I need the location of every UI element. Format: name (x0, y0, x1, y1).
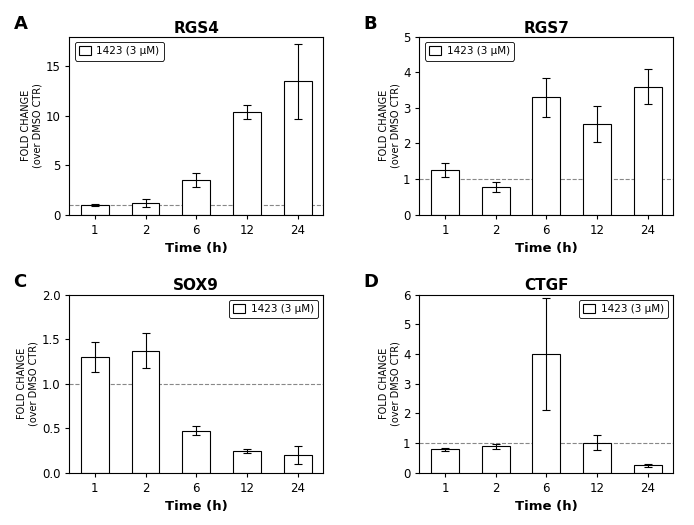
Y-axis label: FOLD CHANGE
(over DMSO CTR): FOLD CHANGE (over DMSO CTR) (21, 83, 43, 168)
Bar (183, 430, 210, 473)
Bar (532, 354, 560, 472)
Text: A: A (14, 15, 28, 34)
Bar (431, 449, 459, 472)
Bar (81, 357, 109, 472)
Bar (81, 205, 109, 215)
Bar (482, 187, 509, 215)
Text: C: C (14, 274, 27, 291)
Title: RGS7: RGS7 (523, 20, 569, 36)
Legend: 1423 (3 μM): 1423 (3 μM) (75, 42, 164, 60)
Title: SOX9: SOX9 (174, 278, 219, 293)
Bar (132, 203, 160, 215)
X-axis label: Time (h): Time (h) (165, 242, 228, 255)
Y-axis label: FOLD CHANGE
(over DMSO CTR): FOLD CHANGE (over DMSO CTR) (379, 83, 400, 168)
Legend: 1423 (3 μM): 1423 (3 μM) (579, 300, 668, 319)
Bar (132, 351, 160, 473)
X-axis label: Time (h): Time (h) (165, 500, 228, 513)
Bar (233, 112, 261, 215)
Bar (634, 465, 661, 472)
Y-axis label: FOLD CHANGE
(over DMSO CTR): FOLD CHANGE (over DMSO CTR) (17, 341, 39, 426)
Bar (583, 443, 611, 472)
Bar (532, 97, 560, 215)
Legend: 1423 (3 μM): 1423 (3 μM) (229, 300, 318, 319)
Bar (482, 446, 509, 472)
Bar (233, 451, 261, 472)
X-axis label: Time (h): Time (h) (515, 500, 577, 513)
Title: RGS4: RGS4 (174, 20, 219, 36)
Bar (284, 81, 312, 215)
Bar (284, 455, 312, 472)
X-axis label: Time (h): Time (h) (515, 242, 577, 255)
Text: D: D (364, 274, 379, 291)
Legend: 1423 (3 μM): 1423 (3 μM) (425, 42, 514, 60)
Y-axis label: FOLD CHANGE
(over DMSO CTR): FOLD CHANGE (over DMSO CTR) (379, 341, 400, 426)
Title: CTGF: CTGF (524, 278, 568, 293)
Text: B: B (364, 15, 378, 34)
Bar (431, 170, 459, 215)
Bar (583, 124, 611, 215)
Bar (634, 87, 661, 215)
Bar (183, 180, 210, 215)
